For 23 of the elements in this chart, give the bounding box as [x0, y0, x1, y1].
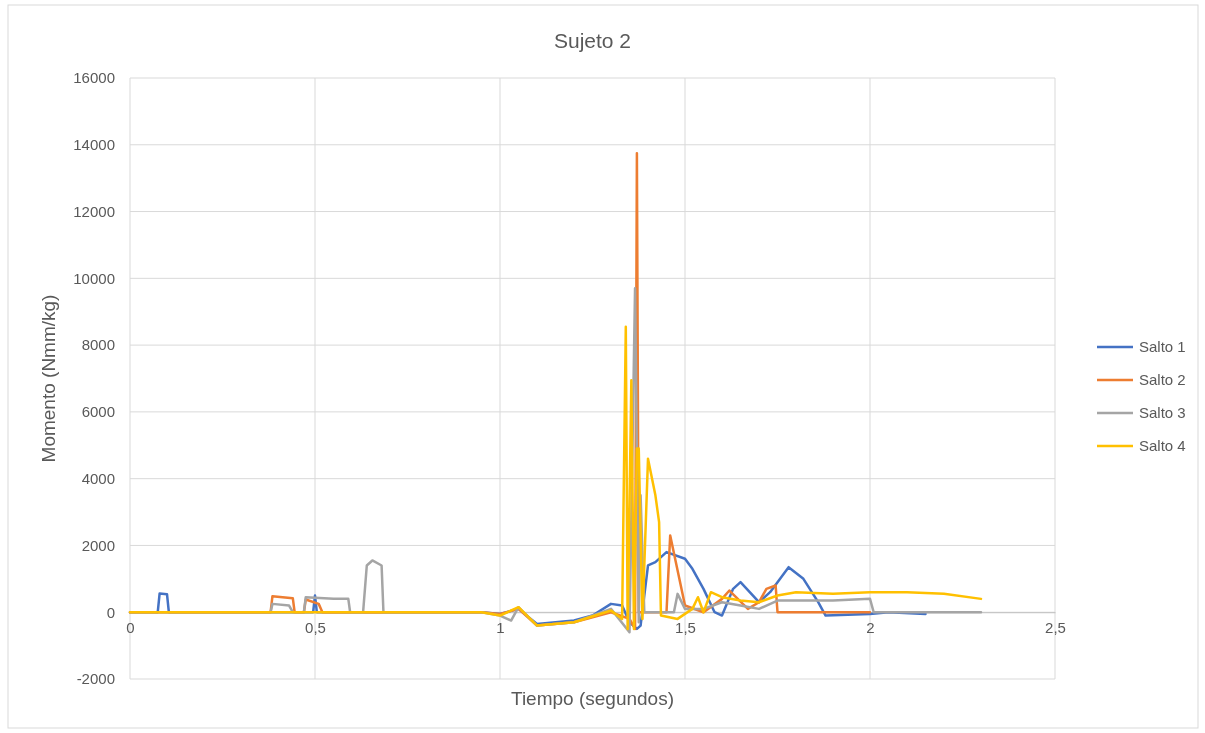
- legend-label: Salto 2: [1139, 371, 1186, 388]
- y-tick-label: 0: [106, 603, 115, 621]
- y-tick-label: 16000: [73, 69, 115, 87]
- y-tick-label: 8000: [81, 336, 115, 354]
- y-tick-label: 2000: [81, 536, 115, 554]
- legend-label: Salto 3: [1139, 404, 1186, 421]
- x-tick-label: 2,5: [1045, 618, 1066, 636]
- y-tick-label: 14000: [73, 136, 115, 154]
- x-tick-label: 0: [126, 618, 135, 636]
- y-tick-label: 12000: [73, 202, 115, 220]
- x-tick-label: 2: [866, 618, 875, 636]
- legend-label: Salto 4: [1139, 437, 1186, 454]
- chart-title: Sujeto 2: [553, 29, 632, 52]
- legend-label: Salto 1: [1139, 338, 1186, 355]
- x-tick-label: 1,5: [675, 618, 696, 636]
- y-tick-label: -2000: [76, 670, 115, 688]
- x-tick-label: 0,5: [305, 618, 326, 636]
- y-axis-title: Momento (Nmm/kg): [38, 294, 59, 463]
- y-tick-label: 6000: [81, 403, 115, 421]
- x-tick-label: 1: [496, 618, 505, 636]
- y-tick-label: 4000: [81, 469, 115, 487]
- y-tick-label: 10000: [73, 269, 115, 287]
- x-axis-title: Tiempo (segundos): [511, 688, 674, 709]
